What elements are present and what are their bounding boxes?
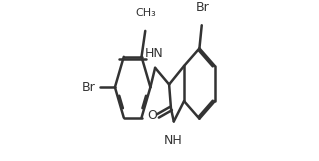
Text: Br: Br bbox=[82, 81, 95, 94]
Text: CH₃: CH₃ bbox=[135, 8, 156, 18]
Text: O: O bbox=[147, 109, 157, 122]
Text: HN: HN bbox=[145, 47, 164, 60]
Text: Br: Br bbox=[196, 1, 210, 14]
Text: NH: NH bbox=[163, 134, 182, 147]
